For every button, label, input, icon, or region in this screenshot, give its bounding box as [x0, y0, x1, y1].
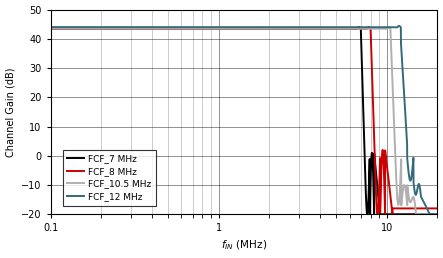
FCF_7 MHz — [377, 213, 383, 216]
FCF_7 MHz — [356, 26, 361, 29]
FCF_12 MHz — [427, 213, 432, 216]
FCF_7 MHz — [229, 27, 234, 30]
FCF_12 MHz — [142, 26, 147, 29]
FCF_8 MHz — [142, 27, 147, 30]
FCF_12 MHz — [144, 26, 149, 29]
FCF_7 MHz — [142, 27, 147, 30]
FCF_10.5 MHz — [413, 213, 419, 216]
FCF_12 MHz — [396, 25, 402, 28]
FCF_10.5 MHz — [386, 26, 391, 29]
FCF_8 MHz — [366, 26, 371, 29]
Line: FCF_7 MHz: FCF_7 MHz — [51, 27, 443, 214]
FCF_7 MHz — [146, 27, 151, 30]
FCF_10.5 MHz — [144, 27, 149, 30]
Y-axis label: Channel Gain (dB): Channel Gain (dB) — [6, 67, 16, 157]
FCF_10.5 MHz — [200, 27, 205, 30]
FCF_8 MHz — [375, 213, 380, 216]
X-axis label: $f_{IN}$ (MHz): $f_{IN}$ (MHz) — [221, 239, 267, 252]
FCF_10.5 MHz — [48, 27, 53, 30]
Line: FCF_12 MHz: FCF_12 MHz — [51, 26, 443, 214]
Line: FCF_8 MHz: FCF_8 MHz — [51, 27, 443, 214]
FCF_12 MHz — [48, 26, 53, 29]
FCF_7 MHz — [48, 27, 53, 30]
Line: FCF_10.5 MHz: FCF_10.5 MHz — [51, 27, 443, 214]
Legend: FCF_7 MHz, FCF_8 MHz, FCF_10.5 MHz, FCF_12 MHz: FCF_7 MHz, FCF_8 MHz, FCF_10.5 MHz, FCF_… — [63, 150, 156, 206]
FCF_7 MHz — [200, 27, 205, 30]
FCF_10.5 MHz — [146, 27, 151, 30]
FCF_12 MHz — [229, 26, 234, 29]
FCF_8 MHz — [48, 27, 53, 30]
FCF_8 MHz — [146, 27, 151, 30]
FCF_8 MHz — [144, 27, 149, 30]
FCF_10.5 MHz — [229, 27, 234, 30]
FCF_8 MHz — [200, 27, 205, 30]
FCF_8 MHz — [229, 27, 234, 30]
FCF_7 MHz — [144, 27, 149, 30]
FCF_12 MHz — [200, 26, 205, 29]
FCF_10.5 MHz — [142, 27, 147, 30]
FCF_12 MHz — [146, 26, 151, 29]
